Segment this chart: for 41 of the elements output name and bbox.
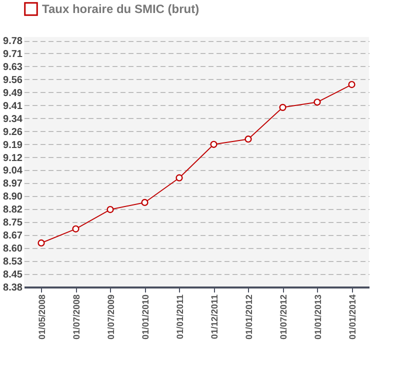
y-tick-label: 8.90	[3, 192, 23, 203]
point	[244, 136, 252, 143]
y-tick-label: 8.53	[3, 256, 23, 268]
point	[279, 104, 286, 111]
x-tick-label: 01/07/2008	[71, 294, 82, 340]
y-tick-label: 9.63	[3, 62, 23, 73]
y-tick-label: 8.97	[3, 178, 23, 190]
y-tick-label: 9.78	[3, 36, 23, 48]
x-tick-label: 01/01/2011	[174, 294, 185, 340]
y-tick-label: 8.60	[3, 244, 23, 255]
x-tick-label: 01/12/2011	[209, 294, 220, 340]
y-tick-label: 9.26	[3, 126, 23, 138]
y-tick-label: 9.41	[3, 100, 23, 112]
x-tick-label: 01/01/2010	[140, 294, 150, 340]
point	[38, 239, 45, 247]
y-tick-label: 9.19	[3, 140, 23, 151]
y-tick-label: 9.12	[3, 152, 23, 164]
point	[141, 198, 148, 206]
y-tick-label: 8.38	[3, 282, 23, 294]
point	[210, 140, 218, 148]
x-tick-label: 01/07/2012	[278, 294, 288, 340]
point	[106, 206, 114, 214]
point	[176, 174, 183, 182]
x-tick-label: 01/01/2012	[244, 294, 254, 340]
x-tick-label: 01/07/2009	[106, 294, 116, 340]
y-tick-label: 9.56	[3, 74, 23, 86]
y-tick-label: 8.45	[3, 270, 23, 281]
point	[72, 225, 80, 232]
y-tick-label: 8.75	[3, 218, 23, 229]
y-tick-label: 8.67	[3, 230, 23, 242]
point	[348, 80, 356, 88]
x-tick-label: 01/01/2013	[312, 294, 323, 340]
x-tick-label: 01/01/2014	[347, 294, 358, 340]
point	[314, 98, 321, 106]
legend-label: Taux horaire du SMIC (brut)	[42, 2, 200, 16]
y-tick-label: 9.71	[3, 48, 23, 60]
x-tick-label: 01/05/2008	[36, 294, 47, 340]
y-tick-label: 9.04	[3, 166, 23, 177]
y-tick-label: 8.82	[3, 204, 23, 216]
y-tick-label: 9.34	[3, 114, 23, 125]
y-tick-label: 9.49	[3, 88, 23, 99]
